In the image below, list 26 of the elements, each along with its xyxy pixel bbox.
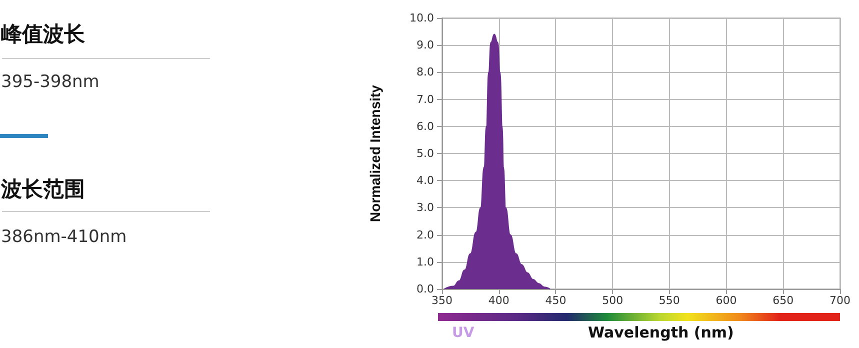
y-tick-label: 4.0 [416,174,434,188]
x-tick-label: 700 [830,294,850,307]
x-tick-label: 650 [772,294,794,307]
text: 波长范围 [1,176,85,203]
y-tick-label: 3.0 [416,201,434,214]
y-tick-label: 9.0 [416,38,434,52]
text: 峰值波长 [1,21,85,48]
text: 395-398nm [1,72,100,92]
y-tick-label: 1.0 [416,255,434,268]
y-axis-title: Normalized Intensity [367,84,383,222]
x-tick-label: 550 [658,294,680,307]
y-tick-label: 7.0 [416,92,434,106]
x-tick-label: 450 [545,294,566,307]
y-tick-label: 6.0 [416,120,434,133]
x-tick-label: 600 [716,294,737,307]
y-tick-label: 5.0 [416,147,434,160]
y-tick-label: 2.0 [416,228,434,242]
y-tick-label: 0.0 [416,282,434,296]
x-tick-label: 350 [432,294,452,307]
text: 386nm-410nm [1,227,127,247]
x-tick-label: 400 [488,294,510,307]
text: UV [452,325,474,341]
y-tick-label: 10.0 [410,12,434,24]
x-axis-title: Wavelength (nm) [588,324,734,342]
x-tick-label: 500 [602,294,624,307]
y-tick-label: 8.0 [416,66,434,79]
